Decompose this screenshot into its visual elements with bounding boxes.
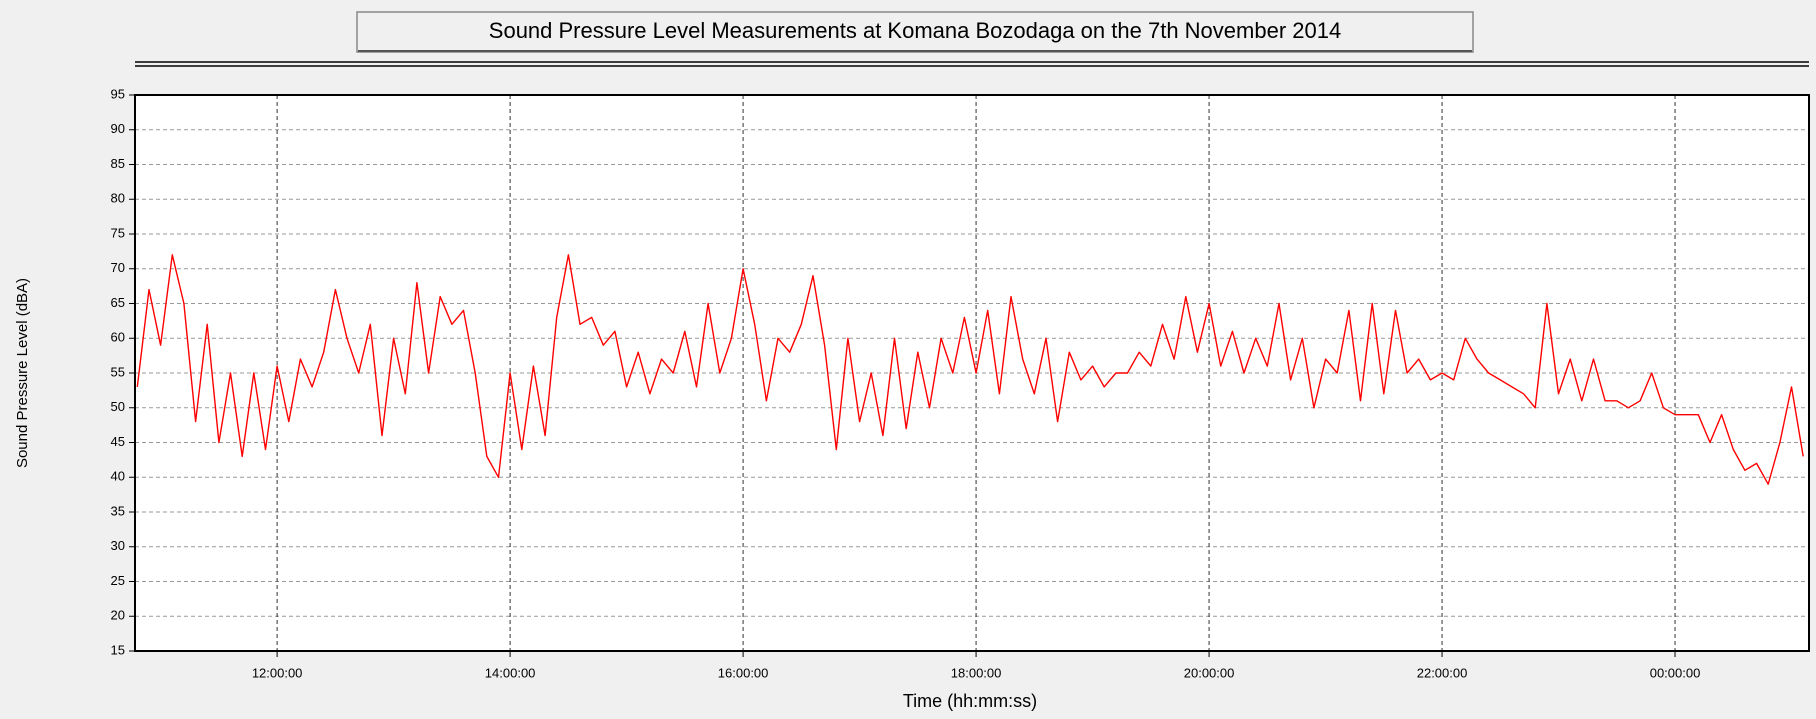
x-tick-label: 00:00:00 xyxy=(1650,665,1701,680)
y-axis-label: Sound Pressure Level (dBA) xyxy=(14,278,31,468)
y-tick-label: 15 xyxy=(111,642,125,657)
y-tick-label: 85 xyxy=(111,156,125,171)
y-tick-label: 95 xyxy=(111,86,125,101)
data-line xyxy=(136,254,1804,485)
y-tick-label: 80 xyxy=(111,191,125,206)
y-tick-label: 90 xyxy=(111,121,125,136)
y-tick-label: 50 xyxy=(111,399,125,414)
x-tick-label: 18:00:00 xyxy=(951,665,1002,680)
y-tick-label: 75 xyxy=(111,225,125,240)
x-tick-label: 20:00:00 xyxy=(1184,665,1235,680)
x-tick-label: 16:00:00 xyxy=(718,665,769,680)
y-tick-label: 30 xyxy=(111,538,125,553)
x-axis-label: Time (hh:mm:ss) xyxy=(903,691,1037,711)
y-tick-label: 45 xyxy=(111,434,125,449)
y-tick-label: 20 xyxy=(111,608,125,623)
y-tick-label: 35 xyxy=(111,503,125,518)
y-tick-label: 60 xyxy=(111,330,125,345)
y-tick-label: 25 xyxy=(111,573,125,588)
y-tick-label: 70 xyxy=(111,260,125,275)
y-tick-label: 65 xyxy=(111,295,125,310)
y-tick-label: 55 xyxy=(111,364,125,379)
title-box xyxy=(356,11,1474,53)
chart-title: Sound Pressure Level Measurements at Kom… xyxy=(489,18,1341,43)
x-tick-label: 14:00:00 xyxy=(485,665,536,680)
x-tick-label: 12:00:00 xyxy=(252,665,303,680)
x-tick-label: 22:00:00 xyxy=(1417,665,1468,680)
y-tick-label: 40 xyxy=(111,469,125,484)
